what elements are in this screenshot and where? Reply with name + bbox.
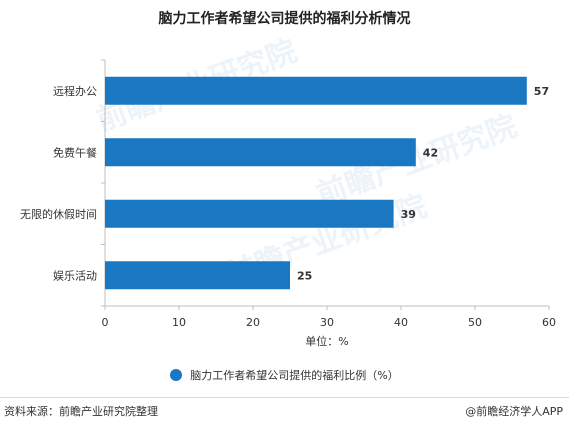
x-tick-label: 30	[320, 316, 334, 329]
bar	[105, 261, 290, 290]
data-label: 25	[297, 269, 312, 282]
legend-label: 脑力工作者希望公司提供的福利比例（%）	[190, 369, 399, 382]
x-tick-label: 20	[246, 316, 260, 329]
bar	[105, 76, 527, 105]
bar	[105, 199, 394, 228]
data-label: 39	[401, 208, 416, 221]
category-label: 远程办公	[53, 85, 97, 98]
data-label: 57	[534, 85, 549, 98]
brand-credit: @前瞻经济学人APP	[465, 405, 563, 418]
x-tick-label: 40	[394, 316, 408, 329]
x-axis-label: 单位：%	[305, 334, 348, 348]
footer: 资料来源：前瞻产业研究院整理 @前瞻经济学人APP	[0, 403, 569, 421]
x-tick-label: 50	[468, 316, 482, 329]
x-tick-label: 0	[102, 316, 109, 329]
category-label: 免费午餐	[53, 145, 97, 159]
footer-divider	[0, 397, 569, 398]
legend: 脑力工作者希望公司提供的福利比例（%）	[0, 367, 569, 383]
x-tick-label: 60	[542, 316, 556, 329]
category-label: 无限的休假时间	[20, 207, 97, 221]
data-label: 42	[423, 146, 438, 159]
bar	[105, 138, 416, 167]
legend-swatch	[170, 369, 183, 381]
x-tick-label: 10	[172, 316, 186, 329]
chart-title: 脑力工作者希望公司提供的福利分析情况	[158, 11, 411, 27]
source-note: 资料来源：前瞻产业研究院整理	[4, 405, 158, 418]
category-label: 娱乐活动	[53, 268, 97, 282]
